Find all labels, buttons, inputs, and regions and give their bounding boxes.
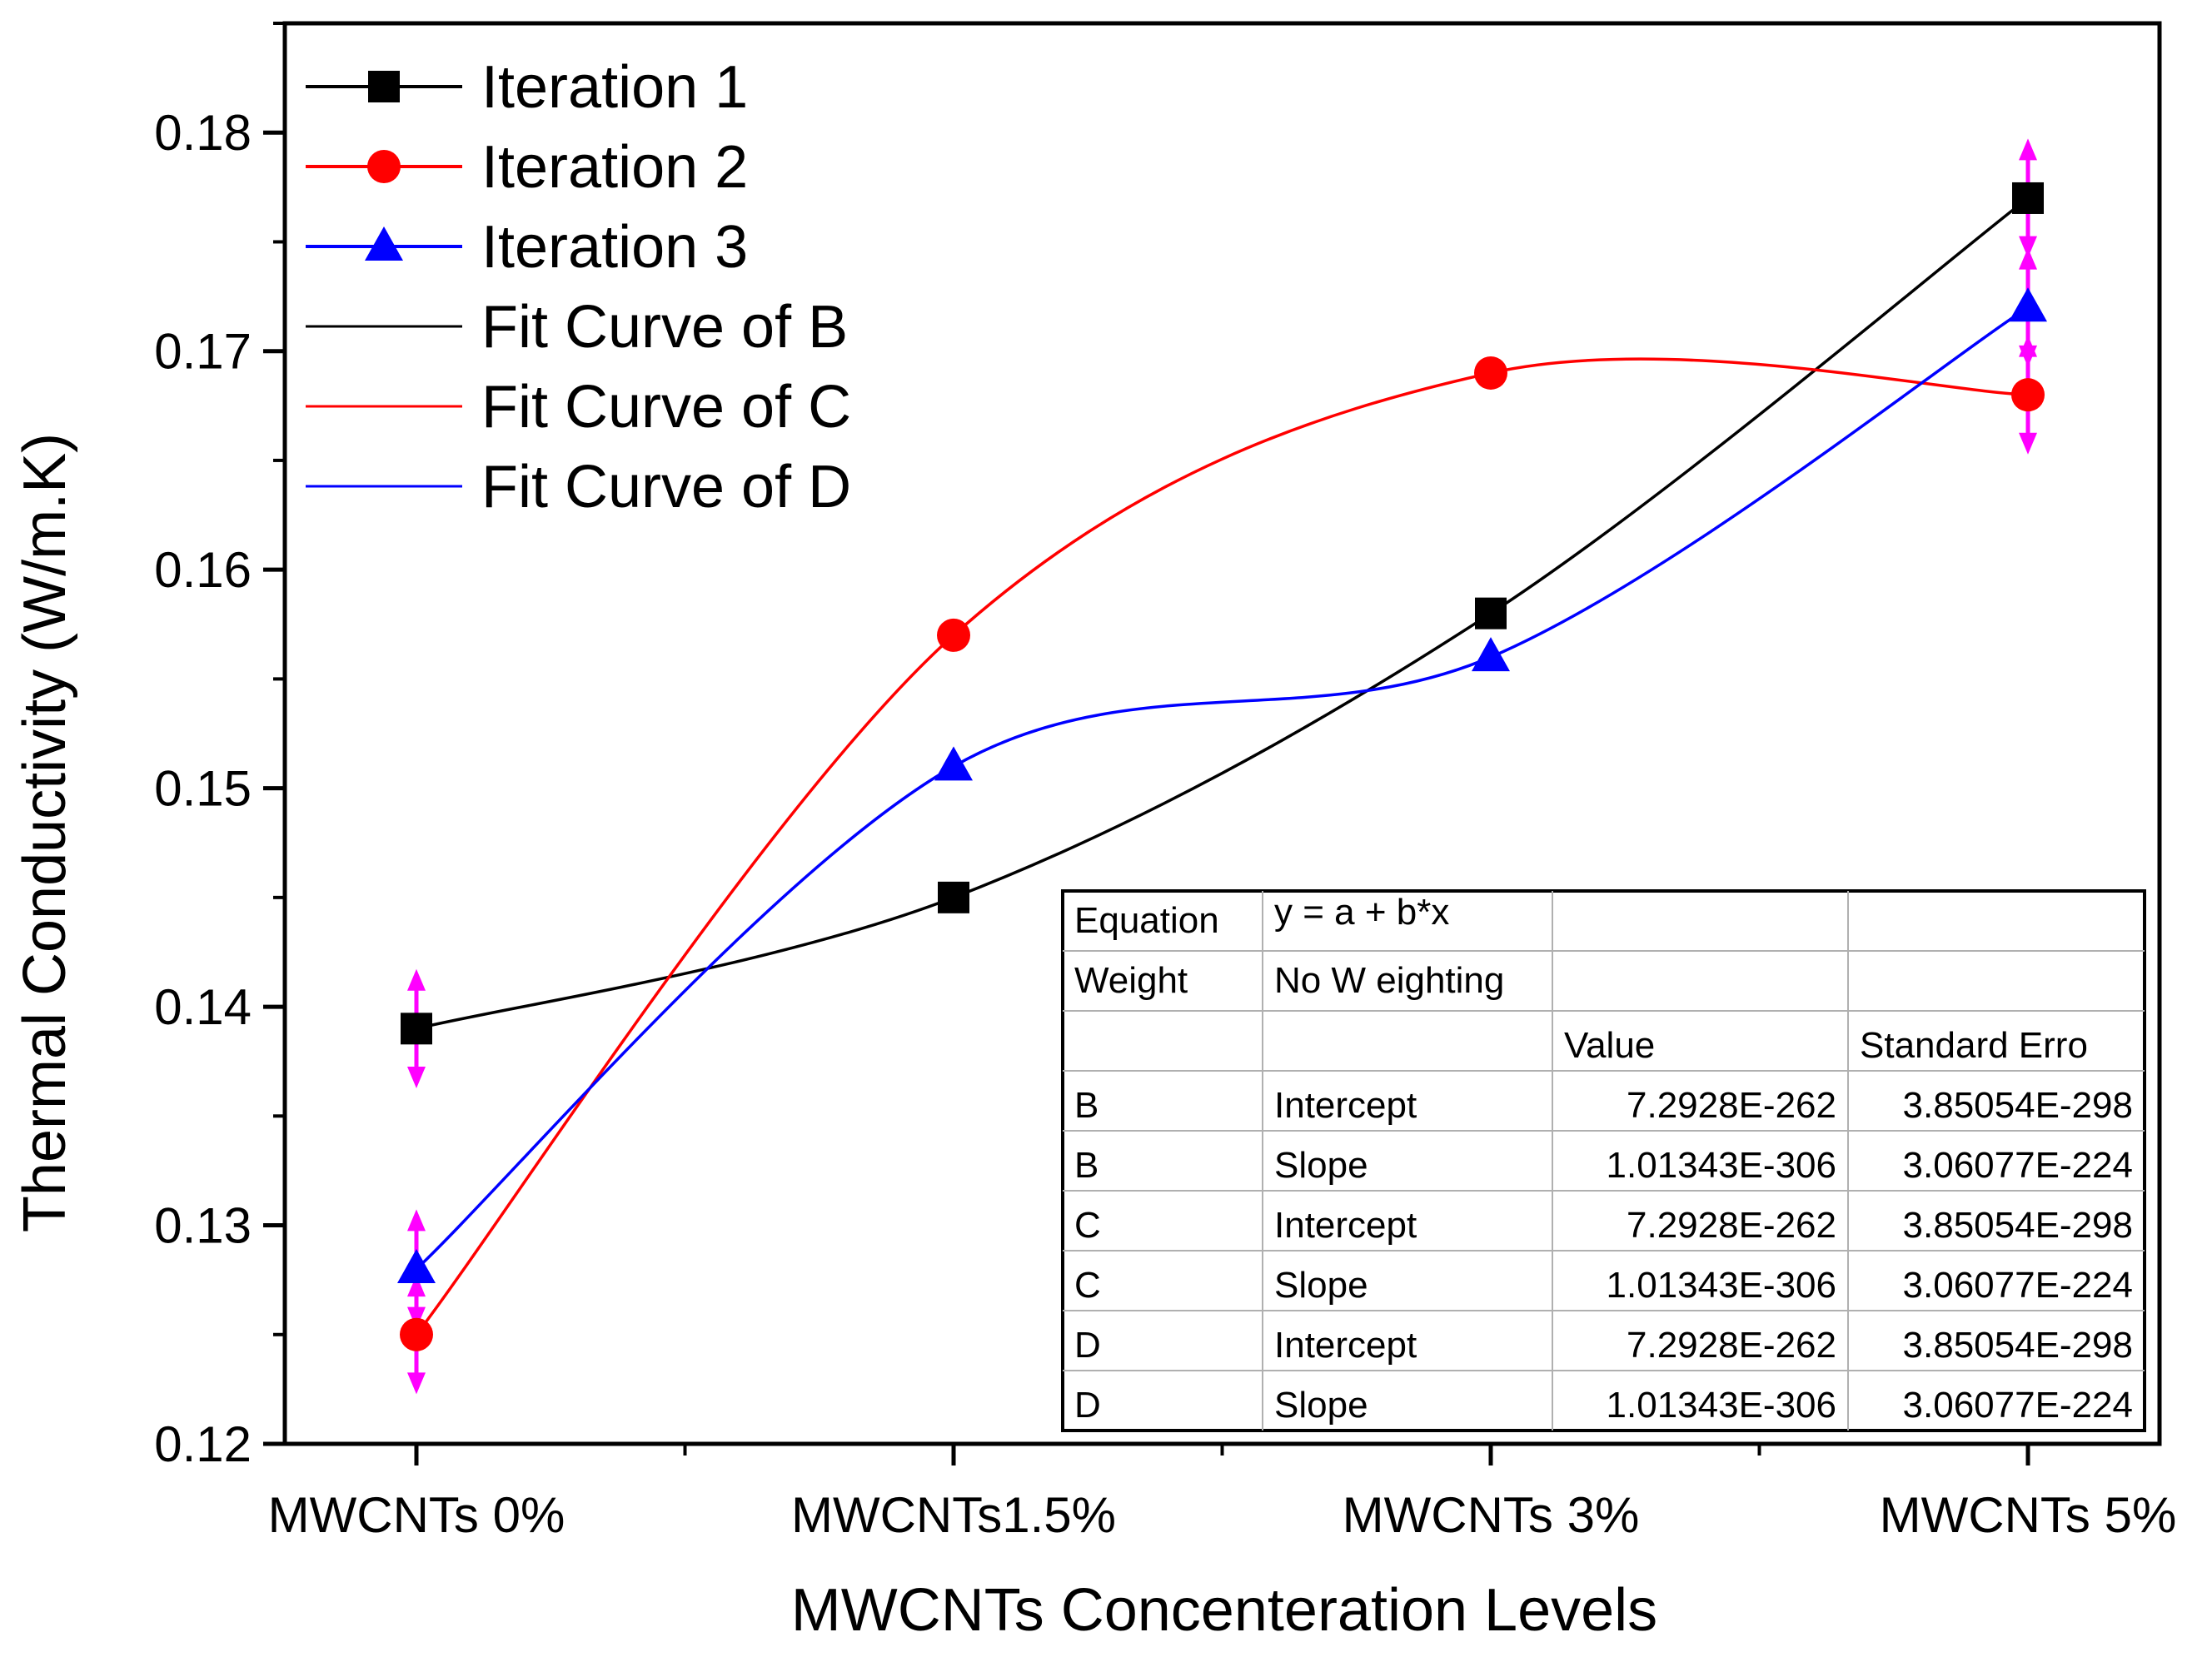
x-tick-label: MWCNTs 3% [1343, 1487, 1640, 1543]
x-axis-title: MWCNTs Concenteration Levels [791, 1577, 1657, 1644]
table-cell: B [1074, 1085, 1099, 1126]
error-bar-cap-top [2019, 335, 2037, 357]
y-tick-label: 0.17 [154, 324, 252, 380]
legend-label: Fit Curve of C [481, 374, 851, 440]
table-cell: 3.06077E-224 [1903, 1265, 2133, 1306]
legend-item: Fit Curve of B [306, 294, 848, 361]
data-point-iteration-1 [2012, 182, 2044, 214]
table-cell: D [1074, 1385, 1101, 1426]
table-cell: D [1074, 1325, 1101, 1366]
table-cell: No W eighting [1274, 960, 1504, 1001]
fit-curves [415, 197, 2030, 1336]
y-axis-title: Thermal Conductivity (W/m.K) [12, 433, 78, 1232]
error-bar-cap-top [407, 1275, 426, 1297]
table-cell: 3.06077E-224 [1903, 1385, 2133, 1426]
table-cell: 3.85054E-298 [1903, 1205, 2133, 1246]
data-point-iteration-3 [2009, 287, 2047, 322]
data-point-iteration-2 [400, 1317, 433, 1351]
error-bar-cap-top [2019, 138, 2037, 161]
legend-item: Fit Curve of C [306, 374, 851, 440]
legend: Iteration 1 Iteration 2 Iteration 3 Fit Cur… [306, 54, 851, 520]
error-bar-cap-bottom [2019, 432, 2037, 455]
table-cell: 3.06077E-224 [1903, 1145, 2133, 1186]
table-cell: Value [1564, 1025, 1655, 1066]
table-cell: Weight [1074, 960, 1188, 1001]
fit-curve-2 [415, 357, 2029, 1336]
legend-label: Iteration 1 [481, 54, 748, 121]
data-point-iteration-1 [938, 881, 969, 913]
table-cell: Intercept [1274, 1205, 1417, 1246]
table-cell: Slope [1274, 1385, 1368, 1426]
legend-item: Iteration 1 [306, 54, 748, 121]
fit-curve-3 [415, 306, 2029, 1271]
legend-label: Iteration 3 [481, 214, 748, 281]
legend-marker [365, 226, 403, 261]
legend-label: Iteration 2 [481, 134, 748, 201]
table-cell: y = a + b*x [1274, 892, 1449, 933]
y-tick-label: 0.18 [154, 105, 252, 161]
data-markers [397, 182, 2047, 1351]
table-cell: C [1074, 1265, 1101, 1306]
legend-item: Fit Curve of D [306, 454, 851, 520]
legend-label: Fit Curve of B [481, 294, 848, 361]
legend-item: Iteration 2 [306, 134, 748, 201]
error-bar-cap-top [407, 1209, 426, 1232]
data-point-iteration-3 [1472, 637, 1510, 672]
data-point-iteration-1 [1475, 597, 1507, 629]
error-bar-cap-top [2019, 247, 2037, 270]
table-cell: Slope [1274, 1265, 1368, 1306]
legend-marker [368, 71, 400, 102]
table-cell: Equation [1074, 900, 1219, 941]
data-point-iteration-2 [937, 618, 970, 652]
axes: 0.12 0.13 0.14 0.15 0.16 0.17 0.18 MWCNTs 0% MWC… [154, 21, 2177, 1543]
error-bar-cap-top [407, 968, 426, 991]
error-bar-cap-bottom [2019, 236, 2037, 258]
table-cell: 1.01343E-306 [1607, 1385, 1836, 1426]
table-cell: 3.85054E-298 [1903, 1085, 2133, 1126]
table-cell: Slope [1274, 1145, 1368, 1186]
legend-marker [367, 150, 401, 183]
x-tick-label: MWCNTs1.5% [791, 1487, 1116, 1543]
table-cell: 3.85054E-298 [1903, 1325, 2133, 1366]
table-cell: 7.2928E-262 [1627, 1085, 1836, 1126]
fit-results-table: Equation y = a + b*x Weight No W eighting Va… [1061, 889, 2146, 1432]
table-cell: Intercept [1274, 1085, 1417, 1126]
y-tick-label: 0.15 [154, 761, 252, 817]
y-tick-label: 0.16 [154, 542, 252, 598]
data-point-iteration-3 [934, 746, 973, 781]
table-cell: Standard Erro [1860, 1025, 2088, 1066]
table-cell: 1.01343E-306 [1607, 1265, 1836, 1306]
error-bar-cap-bottom [407, 1066, 426, 1088]
table-cell: Intercept [1274, 1325, 1417, 1366]
table-cell: 1.01343E-306 [1607, 1145, 1836, 1186]
table-cell: C [1074, 1205, 1101, 1246]
legend-label: Fit Curve of D [481, 454, 851, 520]
data-point-iteration-2 [1474, 356, 1507, 390]
x-tick-label: MWCNTs 5% [1880, 1487, 2177, 1543]
data-point-iteration-1 [401, 1013, 432, 1045]
table-cell: 7.2928E-262 [1627, 1205, 1836, 1246]
y-tick-label: 0.12 [154, 1416, 252, 1472]
error-bar-cap-bottom [407, 1372, 426, 1395]
data-point-iteration-2 [2011, 378, 2045, 412]
legend-item: Iteration 3 [306, 214, 748, 281]
table-cell: B [1074, 1145, 1099, 1186]
table-border [1061, 889, 2146, 1432]
y-tick-label: 0.14 [154, 979, 252, 1035]
data-point-iteration-3 [397, 1249, 436, 1284]
y-tick-label: 0.13 [154, 1198, 252, 1254]
x-tick-label: MWCNTs 0% [268, 1487, 565, 1543]
table-cell: 7.2928E-262 [1627, 1325, 1836, 1366]
